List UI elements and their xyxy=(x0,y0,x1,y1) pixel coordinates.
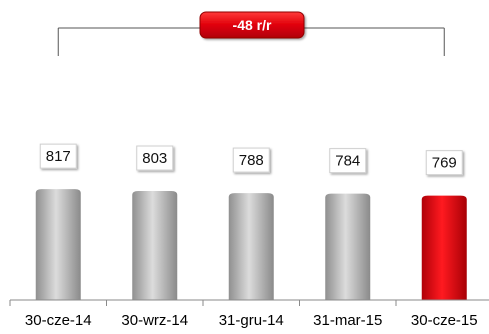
bar xyxy=(325,193,371,300)
value-label-box xyxy=(232,147,270,173)
value-label: 817 xyxy=(39,143,77,169)
badge-label: -48 r/r xyxy=(233,17,272,33)
x-axis-ticks xyxy=(9,300,397,306)
x-tick-label: 31-mar-15 xyxy=(313,312,382,329)
bar xyxy=(35,189,81,300)
bar-group xyxy=(132,191,178,300)
x-tick-label: 30-wrz-14 xyxy=(121,312,188,329)
value-label-text: 784 xyxy=(335,153,360,170)
bars xyxy=(35,189,467,300)
x-axis-tick-labels: 30-cze-14 30-wrz-14 31-gru-14 31-mar-15 30-c… xyxy=(25,312,478,329)
bar-highlight xyxy=(421,195,467,300)
bar xyxy=(228,193,274,300)
bar-group xyxy=(325,193,371,300)
bar-group xyxy=(228,193,274,300)
x-tick-label: 30-cze-15 xyxy=(411,312,478,329)
value-label: 769 xyxy=(425,150,463,176)
value-label-text: 817 xyxy=(46,148,71,165)
bar-group xyxy=(421,195,467,300)
value-label-box xyxy=(136,145,174,171)
value-label-text: 788 xyxy=(239,152,264,169)
badge-box xyxy=(199,11,305,39)
value-label: 784 xyxy=(329,148,367,174)
value-label-box xyxy=(329,148,367,174)
bar-group xyxy=(35,189,81,300)
x-tick-label: 30-cze-14 xyxy=(25,312,92,329)
value-label-box xyxy=(425,150,463,176)
value-label-box xyxy=(39,143,77,169)
bar xyxy=(132,191,178,300)
value-label-text: 769 xyxy=(432,155,457,172)
value-labels: 817 803 788 784 769 xyxy=(39,143,463,176)
annotation-badge: -48 r/r xyxy=(199,11,305,39)
value-label-text: 803 xyxy=(142,150,167,167)
value-label: 788 xyxy=(232,147,270,173)
value-label: 803 xyxy=(136,145,174,171)
x-tick-label: 31-gru-14 xyxy=(219,312,284,329)
